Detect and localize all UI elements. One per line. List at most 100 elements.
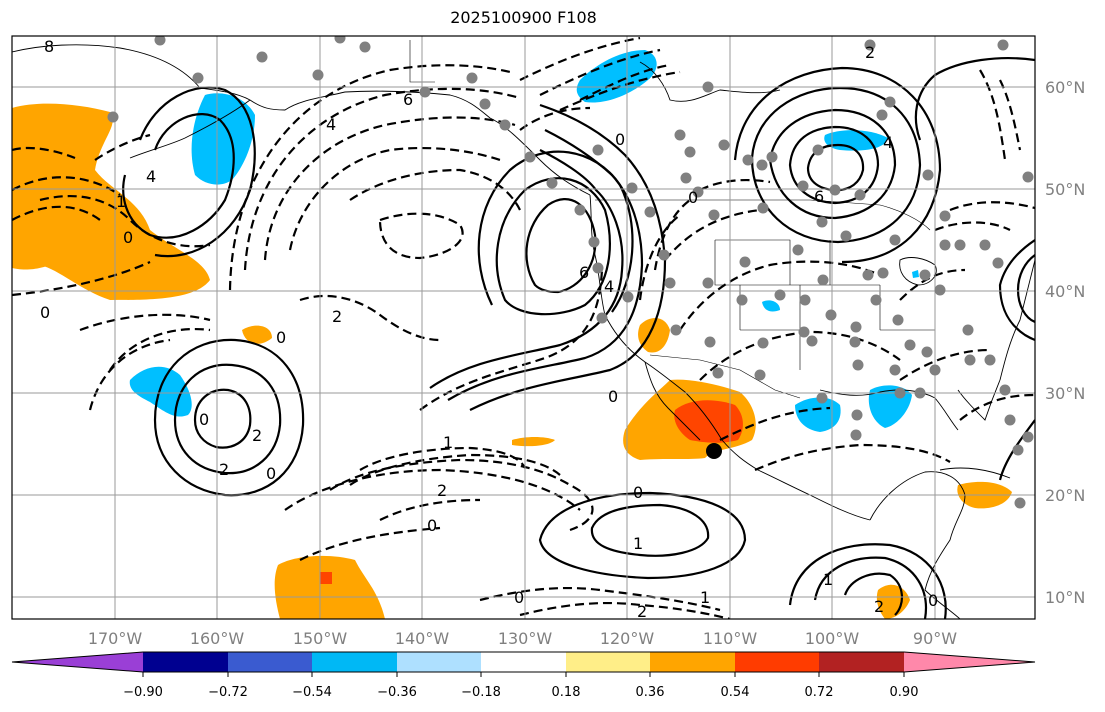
coast-baja	[644, 361, 701, 441]
lat-label-10n: 10°N	[1045, 588, 1085, 607]
latitude-labels: 60°N 50°N 40°N 30°N 20°N 10°N	[1045, 78, 1085, 607]
shade-cyan-hudson	[576, 50, 657, 103]
colorbar-bin-2	[228, 652, 312, 672]
clabel-0i: 0	[123, 228, 133, 247]
map-title: 2025100900 F108	[450, 8, 597, 27]
colorbar-tick-3: −0.54	[292, 685, 332, 700]
shade-red-hawaii	[320, 572, 332, 584]
clabel-3a: 0	[615, 130, 625, 149]
clabel-1b: 1	[443, 433, 453, 452]
lat-label-50n: 50°N	[1045, 180, 1085, 199]
colorbar-bin-1	[143, 652, 228, 672]
shade-orange-strip	[512, 437, 555, 447]
graticule	[12, 36, 1035, 619]
longitude-labels: 170°W 160°W 150°W 140°W 130°W 120°W 110°…	[88, 629, 957, 648]
colorbar-tick-10: 0.90	[890, 685, 919, 700]
colorbar-tick-2: −0.72	[208, 685, 248, 700]
clabel-1a: 1	[633, 534, 643, 553]
clabel-2a: 2	[865, 43, 875, 62]
clabel-4c: 4	[604, 277, 614, 296]
clabel-2c: 2	[252, 426, 262, 445]
clabel-0c: 0	[633, 483, 643, 502]
lat-label-40n: 40°N	[1045, 282, 1085, 301]
coast-west-na	[589, 194, 871, 521]
shade-red-baja	[674, 400, 743, 443]
coast-cuba	[939, 467, 1011, 479]
clabel-0e: 0	[514, 588, 524, 607]
shade-orange-bajanorth	[638, 318, 670, 353]
lat-label-20n: 20°N	[1045, 486, 1085, 505]
clabel-4d: 4	[883, 133, 893, 152]
clabel-0b: 0	[608, 387, 618, 406]
border-alaska	[409, 40, 435, 83]
coast-florida	[957, 379, 1001, 421]
coast-hudson	[639, 61, 781, 102]
colorbar-extend-high	[904, 652, 1035, 672]
clabel-6c: 6	[814, 187, 824, 206]
coast-alaska-pen	[129, 99, 251, 159]
clabel-3b: 0	[40, 303, 50, 322]
clabel-0d: 0	[427, 516, 437, 535]
colorbar-bin-5	[481, 652, 566, 672]
colorbar-bin-9	[819, 652, 904, 672]
contour-labels: 8 6 4 2 0 0 0 0 1 1 2 0 0 2 1 2 0 0 0 2 …	[40, 37, 938, 621]
clabel-0a: 0	[688, 188, 698, 207]
lon-label-120w: 120°W	[600, 629, 655, 648]
colorbar-bin-7	[650, 652, 735, 672]
colorbar-tick-9: 0.72	[805, 685, 834, 700]
clabel-0h: 0	[928, 591, 938, 610]
shade-cyan-gulf1	[795, 397, 841, 432]
lon-label-170w: 170°W	[88, 629, 143, 648]
lon-label-130w: 130°W	[498, 629, 553, 648]
colorbar-tick-4: −0.36	[377, 685, 417, 700]
colorbar-bin-8	[735, 652, 819, 672]
lon-label-160w: 160°W	[190, 629, 245, 648]
lat-label-60n: 60°N	[1045, 78, 1085, 97]
colorbar-extend-low	[12, 652, 143, 672]
lon-label-150w: 150°W	[293, 629, 348, 648]
lon-label-140w: 140°W	[395, 629, 450, 648]
colorbar-tick-5: −0.18	[461, 685, 501, 700]
clabel-4b: 4	[146, 167, 156, 186]
lon-label-100w: 100°W	[805, 629, 860, 648]
clabel-2b: 2	[332, 307, 342, 326]
shade-cyan-alaska	[191, 93, 255, 185]
shade-orange-small1	[242, 325, 272, 344]
colorbar-bin-6	[566, 652, 650, 672]
colorbar-tick-7: 0.36	[636, 685, 665, 700]
clabel-0g: 0	[266, 464, 276, 483]
colorbar: −0.90 −0.72 −0.54 −0.36 −0.18 0.18 0.36 …	[11, 651, 1036, 700]
clabel-m2b: 2	[637, 602, 647, 621]
clabel-0f: 0	[276, 328, 286, 347]
clabel-1c: 1	[700, 588, 710, 607]
clabel-2e: 2	[874, 597, 884, 616]
shade-cyan-dot	[912, 270, 919, 278]
clabel-1d: 1	[823, 570, 833, 589]
shade-orange-dw	[12, 200, 60, 270]
map-plot-area: 8 6 4 2 0 0 0 0 1 1 2 0 0 2 1 2 0 0 0 2 …	[12, 36, 1035, 621]
coast-greatlakes	[899, 257, 937, 286]
lat-label-30n: 30°N	[1045, 384, 1085, 403]
lon-label-110w: 110°W	[703, 629, 758, 648]
coast-yucatan	[869, 471, 966, 619]
clabel-1e: 1	[116, 192, 126, 211]
shade-orange-hawaii	[274, 555, 385, 619]
shade-cyan-small	[762, 300, 780, 312]
clabel-4a: 4	[326, 115, 336, 134]
map-frame	[11, 35, 1036, 620]
clabel-3c: 0	[199, 410, 209, 429]
coast-gulf	[819, 389, 959, 431]
clabel-6a: 6	[403, 90, 413, 109]
colorbar-bin-3	[312, 652, 397, 672]
colorbar-tick-1: −0.90	[123, 685, 163, 700]
clabel-2d: 2	[219, 460, 229, 479]
contours-positive	[122, 57, 1035, 619]
lon-label-90w: 90°W	[913, 629, 957, 648]
highlight-station	[706, 443, 722, 459]
colorbar-bin-4	[397, 652, 481, 672]
clabel-6b: 6	[579, 263, 589, 282]
clabel-8: 8	[44, 37, 54, 56]
clabel-m2a: 2	[437, 481, 447, 500]
station-markers	[107, 36, 1034, 509]
